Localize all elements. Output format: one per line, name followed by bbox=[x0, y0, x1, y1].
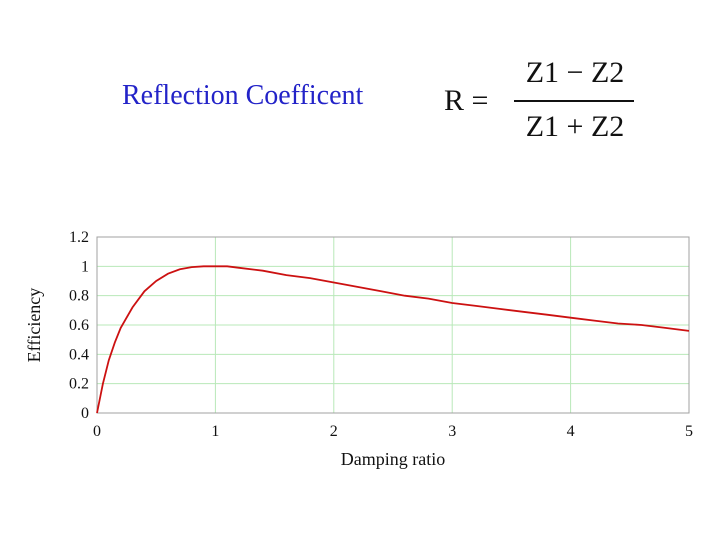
y-tick-label: 0.2 bbox=[69, 376, 89, 393]
tick-labels: 0 1 2 3 4 5 0 0.2 0.4 0.6 0.8 1 1.2 bbox=[69, 229, 693, 440]
formula-numerator: Z1 − Z2 bbox=[525, 56, 625, 89]
efficiency-curve bbox=[96, 265, 690, 414]
chart-grid bbox=[97, 237, 689, 413]
y-tick-label: 1 bbox=[81, 258, 89, 275]
y-axis-label: Efficiency bbox=[24, 288, 44, 363]
slide-title: Reflection Coefficent bbox=[122, 80, 364, 111]
x-tick-label: 2 bbox=[330, 423, 338, 440]
x-tick-label: 3 bbox=[448, 423, 456, 440]
y-tick-label: 0.6 bbox=[69, 317, 89, 334]
y-tick-label: 0 bbox=[81, 405, 89, 422]
x-tick-label: 5 bbox=[685, 423, 693, 440]
formula-denominator: Z1 + Z2 bbox=[525, 110, 625, 143]
y-tick-label: 0.4 bbox=[69, 346, 89, 363]
y-tick-label: 1.2 bbox=[69, 229, 89, 246]
reflection-formula: R = Z1 − Z2 Z1 + Z2 bbox=[444, 56, 644, 155]
x-tick-label: 1 bbox=[211, 423, 219, 440]
fraction-bar bbox=[514, 100, 634, 102]
x-axis-label: Damping ratio bbox=[341, 449, 445, 469]
y-tick-label: 0.8 bbox=[69, 288, 89, 305]
x-tick-label: 0 bbox=[93, 423, 101, 440]
plot-frame bbox=[96, 236, 690, 414]
formula-lhs: R = bbox=[444, 84, 489, 117]
x-tick-label: 4 bbox=[567, 423, 575, 440]
